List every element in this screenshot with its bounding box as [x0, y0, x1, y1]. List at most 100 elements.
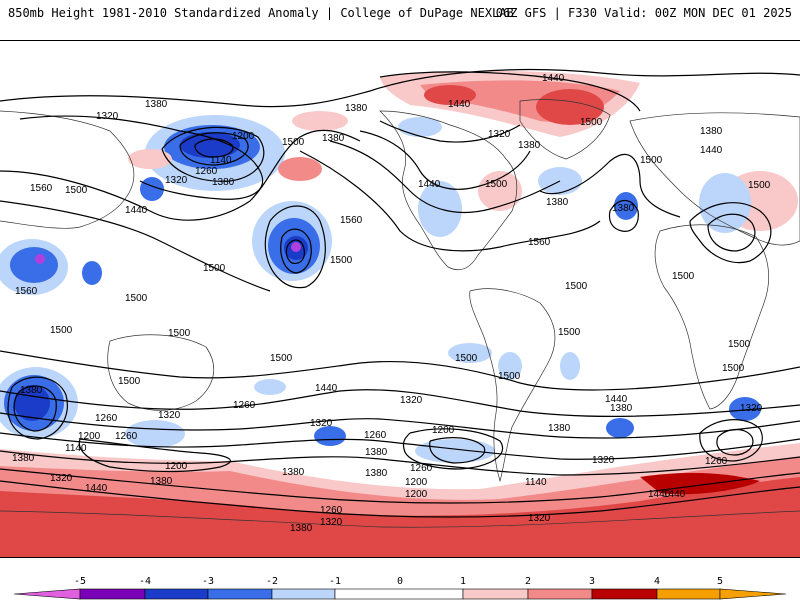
- anomaly-fill-pos3-arctic2: [424, 85, 476, 105]
- coast-north-america: [379, 110, 518, 270]
- contour-label: 1440: [648, 489, 671, 500]
- colorbar: -5 -4 -3 -2 -1 0 1 2 3 4 5: [13, 576, 787, 600]
- anomaly-fill-neg1-spac1: [125, 420, 185, 448]
- contour-label: 1500: [672, 271, 695, 282]
- anomaly-fill-pos3-arctic: [536, 89, 604, 125]
- height-contours: [0, 69, 800, 518]
- contour-1200-npac: [179, 132, 249, 166]
- contour-label: 1380: [548, 423, 571, 434]
- contour-label: 1500: [50, 325, 73, 336]
- contour-label: 1200: [78, 431, 101, 442]
- contour-label: 1560: [528, 237, 551, 248]
- coast-australia: [107, 334, 214, 411]
- anomaly-fill-neg1-safr: [560, 352, 580, 380]
- contour-label: 1380: [612, 203, 635, 214]
- anomaly-fill-pos-ena: [478, 171, 522, 211]
- colorbar-tick-label: -1: [329, 576, 341, 587]
- contour-label: 1320: [50, 473, 73, 484]
- colorbar-swatches: [13, 588, 787, 600]
- contour-label: 1320: [310, 418, 333, 429]
- colorbar-swatch-pos2: [527, 588, 593, 600]
- colorbar-swatch-zero: [334, 588, 464, 600]
- contour-label: 1260: [705, 456, 728, 467]
- contour-label: 1500: [640, 155, 663, 166]
- contour-label: 1500: [580, 117, 603, 128]
- contour-label: 1200: [405, 477, 428, 488]
- contour-label: 1500: [485, 179, 508, 190]
- contour-1500-cpac: [264, 205, 326, 289]
- contour-1380-north: [0, 69, 800, 108]
- contour-label: 1380: [365, 468, 388, 479]
- colorbar-left-arrow: [13, 588, 81, 600]
- contour-label: 1440: [315, 383, 338, 394]
- anomaly-fill-neg2-spac2: [314, 426, 346, 446]
- anomaly-fill-neg3-npac: [180, 132, 240, 158]
- coastlines: [0, 99, 800, 528]
- colorbar-swatch-pos4: [656, 588, 721, 600]
- coast-south-america: [469, 288, 556, 483]
- contour-1320-south: [0, 432, 800, 460]
- contour-1320-spac3: [716, 428, 754, 456]
- contour-label: 1380: [282, 467, 305, 478]
- contour-label: 1440: [542, 73, 565, 84]
- coast-antarctica: [0, 510, 800, 528]
- contour-1140-sio: [13, 385, 57, 432]
- colorbar-tick-label: -4: [139, 576, 151, 587]
- contour-label: 1380: [20, 385, 43, 396]
- contour-label: 1440: [418, 179, 441, 190]
- contour-label: 1140: [210, 155, 232, 166]
- contour-label: 1380: [290, 523, 313, 534]
- contour-label: 1380: [145, 99, 168, 110]
- contour-1260-npac: [161, 126, 265, 182]
- contour-1440-south: [0, 389, 800, 417]
- anomaly-fill-pos-nwatl: [292, 111, 348, 131]
- map-panel[interactable]: 1440 1380 1320 1380 1440 1500 1200 1140 …: [0, 40, 800, 558]
- contour-1440-na: [359, 130, 531, 190]
- contour-label: 1320: [528, 513, 551, 524]
- contour-1380-cpac: [285, 239, 305, 264]
- contour-label: 1320: [165, 175, 188, 186]
- colorbar-swatch-pos1: [462, 588, 529, 600]
- anomaly-fill-pos-enpac: [278, 157, 322, 181]
- contour-label: 1500: [558, 327, 581, 338]
- contour-label: 1380: [322, 133, 345, 144]
- contour-label: 1500: [728, 339, 751, 350]
- contour-label: 1500: [125, 293, 148, 304]
- contour-label: 1500: [168, 328, 191, 339]
- contour-label: 1440: [663, 489, 686, 500]
- contour-label: 1500: [748, 180, 771, 191]
- contour-label: 1260: [115, 431, 138, 442]
- contour-1140-npac: [194, 138, 234, 158]
- contour-1440-cpac: [280, 228, 312, 274]
- anomaly-fill-neg2-seasia: [82, 261, 102, 285]
- contour-label: 1500: [330, 255, 353, 266]
- colorbar-tick-label: 2: [525, 576, 531, 587]
- colorbar-tick-label: 4: [654, 576, 660, 587]
- contour-label: 1560: [340, 215, 363, 226]
- contour-1500-global: [0, 350, 800, 391]
- contour-label: 1320: [400, 395, 423, 406]
- contour-1260-spac2: [699, 419, 763, 462]
- contour-label: 1320: [488, 129, 511, 140]
- contour-1260-south: [0, 450, 800, 476]
- contour-label: 1440: [448, 99, 471, 110]
- contour-1440-arctic: [379, 71, 641, 112]
- contour-label: 1560: [30, 183, 53, 194]
- contour-label: 1500: [498, 371, 521, 382]
- contour-label: 1260: [320, 505, 343, 516]
- coast-africa: [654, 224, 769, 410]
- contour-label: 1200: [232, 131, 255, 142]
- colorbar-tick-label: -3: [202, 576, 214, 587]
- contour-label: 1320: [320, 517, 343, 528]
- contour-label: 1320: [158, 410, 181, 421]
- anomaly-fill-neg1-spac3: [415, 439, 495, 463]
- contour-label: 1200: [432, 425, 455, 436]
- anomaly-fill-neg2-sio2: [729, 397, 761, 421]
- contour-label: 1500: [282, 137, 305, 148]
- contour-label: 1440: [85, 483, 108, 494]
- contour-label: 1500: [118, 376, 141, 387]
- colorbar-swatch-neg3: [144, 588, 209, 600]
- colorbar-swatch-neg4: [79, 588, 146, 600]
- anomaly-map[interactable]: 1440 1380 1320 1380 1440 1500 1200 1140 …: [0, 41, 800, 558]
- contour-label: 1380: [610, 403, 633, 414]
